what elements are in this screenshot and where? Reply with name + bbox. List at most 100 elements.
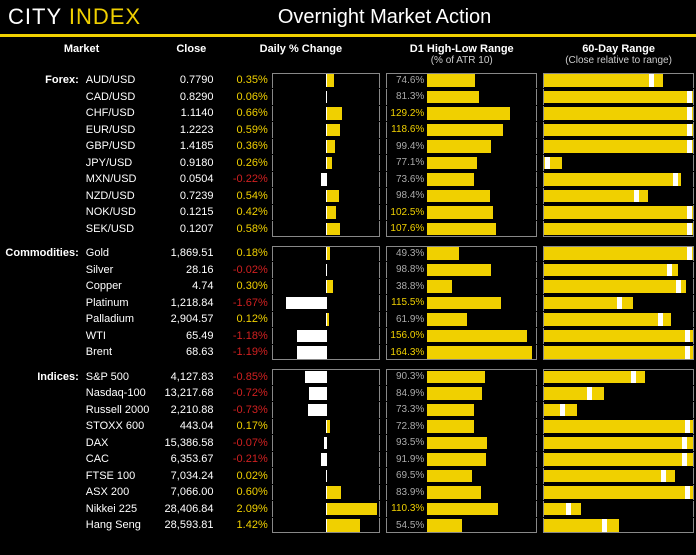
close-value: 4.74 (161, 278, 221, 295)
market-name: CHF/USD (83, 105, 161, 122)
daily-bar-cell (272, 204, 381, 221)
daily-bar-cell (272, 89, 381, 106)
close-value: 68.63 (161, 344, 221, 361)
market-name: ASX 200 (83, 484, 161, 501)
r60-cell (543, 262, 694, 279)
pct-change: -0.72% (221, 385, 271, 402)
pct-change: 0.59% (221, 122, 271, 139)
daily-bar-cell (272, 418, 381, 435)
market-name: WTI (83, 328, 161, 345)
header: CITY INDEX Overnight Market Action (0, 0, 696, 37)
close-value: 6,353.67 (161, 451, 221, 468)
table-row: Brent68.63-1.19%164.3% (2, 344, 694, 361)
r60-cell (543, 311, 694, 328)
table-row: CAC6,353.67-0.21%91.9% (2, 451, 694, 468)
brand-part1: CITY (8, 4, 62, 29)
daily-bar-cell (272, 138, 381, 155)
table-row: EUR/USD1.22230.59% 118.6% (2, 122, 694, 139)
r60-cell (543, 369, 694, 386)
r60-cell (543, 435, 694, 452)
table-row: Silver28.16-0.02%98.8% (2, 262, 694, 279)
r60-cell (543, 517, 694, 534)
table-container: Market Close Daily % Change D1 High-Low … (0, 37, 696, 534)
close-value: 1.4185 (161, 138, 221, 155)
daily-bar-cell (272, 501, 381, 518)
pct-change: 0.17% (221, 418, 271, 435)
r60-cell (543, 278, 694, 295)
d1-range-cell: 81.3% (386, 89, 537, 106)
d1-range-cell: 110.3% (386, 501, 537, 518)
close-value: 443.04 (161, 418, 221, 435)
d1-range-cell: 54.5% (386, 517, 537, 534)
daily-bar-cell (272, 402, 381, 419)
close-value: 7,034.24 (161, 468, 221, 485)
table-row: MXN/USD0.0504-0.22%73.6% (2, 171, 694, 188)
market-name: Platinum (83, 295, 161, 312)
market-name: S&P 500 (83, 369, 161, 386)
pct-change: 1.42% (221, 517, 271, 534)
daily-bar-cell (272, 122, 381, 139)
close-value: 0.7790 (161, 72, 221, 89)
market-name: Gold (83, 245, 161, 262)
daily-bar-cell (272, 385, 381, 402)
market-name: Nikkei 225 (83, 501, 161, 518)
d1-range-cell: 156.0% (386, 328, 537, 345)
pct-change: 0.66% (221, 105, 271, 122)
daily-bar-cell (272, 484, 381, 501)
close-value: 28,593.81 (161, 517, 221, 534)
pct-change: 0.35% (221, 72, 271, 89)
d1-range-cell: 118.6% (386, 122, 537, 139)
pct-change: -1.19% (221, 344, 271, 361)
pct-change: 0.26% (221, 155, 271, 172)
pct-change: 0.60% (221, 484, 271, 501)
r60-cell (543, 89, 694, 106)
col-market: Market (2, 41, 161, 72)
market-name: GBP/USD (83, 138, 161, 155)
table-row: NOK/USD0.12150.42%102.5% (2, 204, 694, 221)
daily-bar-cell (272, 278, 381, 295)
market-name: FTSE 100 (83, 468, 161, 485)
daily-bar-cell (272, 435, 381, 452)
table-row: Forex:AUD/USD0.77900.35%74.6% (2, 72, 694, 89)
close-value: 7,066.00 (161, 484, 221, 501)
daily-bar-cell (272, 171, 381, 188)
d1-range-cell: 73.6% (386, 171, 537, 188)
daily-bar-cell (272, 105, 381, 122)
daily-bar-cell (272, 155, 381, 172)
r60-cell (543, 155, 694, 172)
d1-range-cell: 74.6% (386, 72, 537, 89)
d1-range-cell: 98.8% (386, 262, 537, 279)
close-value: 0.1207 (161, 221, 221, 238)
close-value: 1.1140 (161, 105, 221, 122)
pct-change: -0.85% (221, 369, 271, 386)
col-d1: D1 High-Low Range (% of ATR 10) (386, 41, 537, 72)
d1-range-cell: 61.9% (386, 311, 537, 328)
pct-change: -0.73% (221, 402, 271, 419)
market-name: Hang Seng (83, 517, 161, 534)
market-name: Silver (83, 262, 161, 279)
r60-cell (543, 344, 694, 361)
market-name: MXN/USD (83, 171, 161, 188)
close-value: 1.2223 (161, 122, 221, 139)
d1-range-cell: 83.9% (386, 484, 537, 501)
pct-change: 0.54% (221, 188, 271, 205)
pct-change: 0.12% (221, 311, 271, 328)
d1-range-cell: 98.4% (386, 188, 537, 205)
d1-range-cell: 72.8% (386, 418, 537, 435)
table-row: Palladium2,904.570.12%61.9% (2, 311, 694, 328)
daily-bar-cell (272, 328, 381, 345)
close-value: 0.7239 (161, 188, 221, 205)
pct-change: 0.30% (221, 278, 271, 295)
table-row: STOXX 600443.040.17%72.8% (2, 418, 694, 435)
d1-range-cell: 102.5% (386, 204, 537, 221)
market-name: EUR/USD (83, 122, 161, 139)
pct-change: -1.67% (221, 295, 271, 312)
table-row: DAX15,386.58-0.07%93.5% (2, 435, 694, 452)
close-value: 0.9180 (161, 155, 221, 172)
r60-cell (543, 245, 694, 262)
close-value: 1,869.51 (161, 245, 221, 262)
r60-cell (543, 72, 694, 89)
market-name: Copper (83, 278, 161, 295)
market-name: AUD/USD (83, 72, 161, 89)
daily-bar-cell (272, 221, 381, 238)
